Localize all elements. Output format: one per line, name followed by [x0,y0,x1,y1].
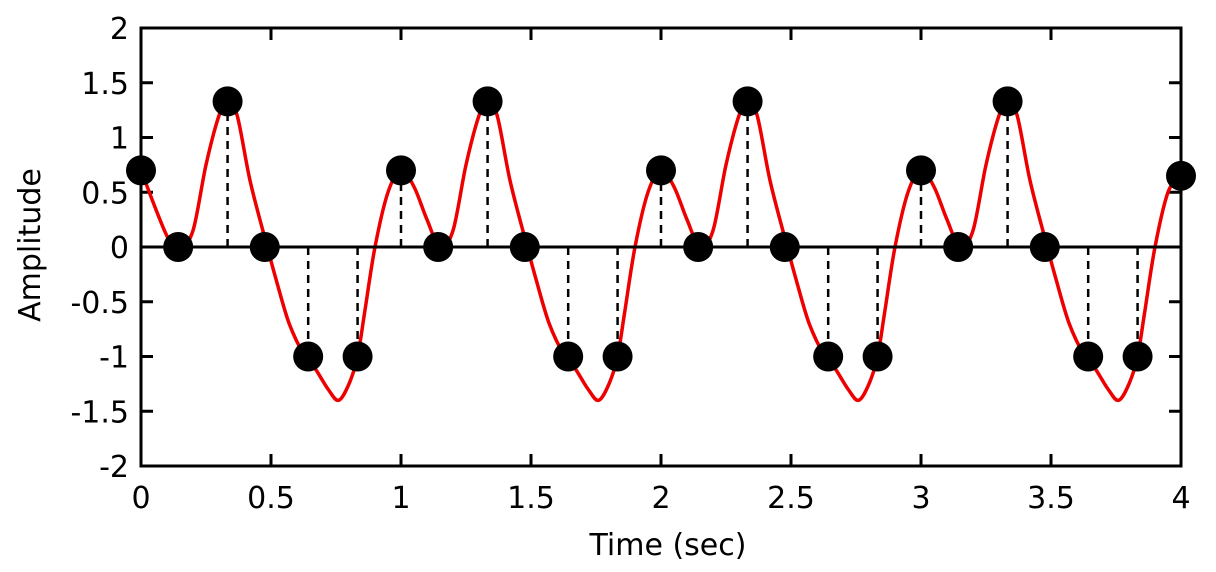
x-tick-label: 1.5 [507,481,555,516]
y-tick-label: 2 [110,12,129,47]
x-tick-label: 0.5 [247,481,295,516]
y-tick-label: 0.5 [81,176,129,211]
y-axis-label: Amplitude [13,168,48,322]
sample-point [906,155,936,186]
sample-point [472,86,503,117]
sample-point [862,341,893,372]
x-axis-label: Time (sec) [589,528,747,563]
sample-point [342,341,373,372]
x-tick-label: 1 [391,481,410,516]
sample-point [992,86,1023,117]
sample-point [212,86,243,117]
y-tick-label: -2 [99,450,129,485]
sample-point [293,341,324,372]
x-tick-label: 3 [911,481,930,516]
x-tick-label: 0 [131,481,150,516]
labels-layer: Time (sec) Amplitude [13,168,746,563]
x-tick-label: 4 [1171,481,1190,516]
y-tick-label: 0 [110,231,129,266]
x-tick-label: 2 [651,481,670,516]
sample-point [1073,341,1104,372]
ticks-layer: 0 0.5 1 1.5 2 2.5 3 3.5 4 2 1.5 1 0.5 0 -0.5 -1 -1.5 -2 [70,12,1190,516]
y-tick-label: -1.5 [70,395,129,430]
sample-point [553,341,584,372]
y-tick-label: 1 [110,122,129,157]
sample-point [646,155,676,186]
sample-point [386,155,416,186]
sample-point [1122,341,1153,372]
y-tick-label: -0.5 [70,286,129,321]
sample-point [813,341,844,372]
y-tick-label: -1 [99,341,129,376]
y-tick-label: 1.5 [81,67,129,102]
sample-point [732,86,763,117]
plot-frame [139,26,1183,468]
frame-layer [139,26,1183,468]
sample-point [602,341,633,372]
x-tick-label: 3.5 [1027,481,1075,516]
stems-layer [139,101,1183,357]
x-tick-label: 2.5 [767,481,815,516]
